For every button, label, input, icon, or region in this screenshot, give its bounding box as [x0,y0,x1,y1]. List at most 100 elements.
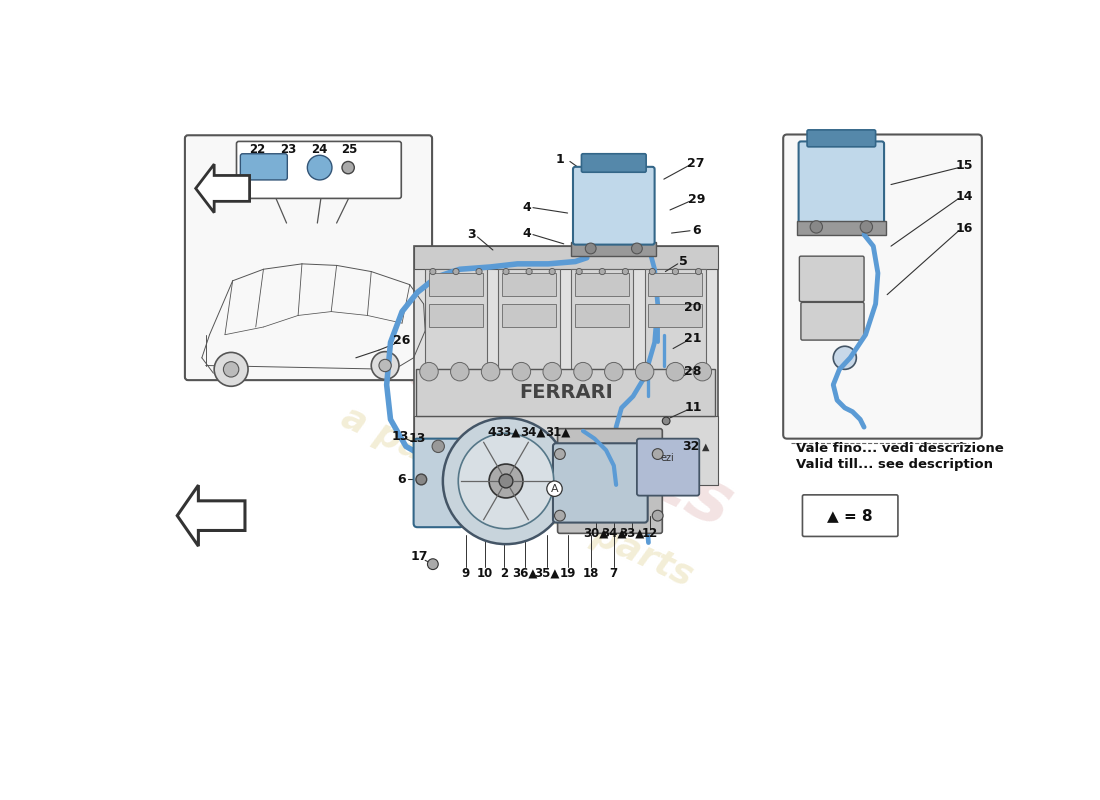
Bar [649,304,703,327]
Text: 15: 15 [956,158,972,172]
Text: 3: 3 [468,228,475,241]
FancyBboxPatch shape [414,438,464,527]
Bar [572,242,656,256]
Text: 5: 5 [679,255,688,268]
FancyBboxPatch shape [807,130,876,147]
Text: 22: 22 [250,143,265,157]
Text: 20: 20 [684,302,702,314]
Circle shape [547,481,562,496]
Polygon shape [177,485,245,546]
Polygon shape [196,164,250,213]
Text: ▲ = 8: ▲ = 8 [827,508,873,523]
Text: 9: 9 [462,567,470,580]
Text: Valid till... see description: Valid till... see description [796,458,993,470]
Circle shape [307,155,332,180]
Text: 11: 11 [684,402,702,414]
Text: 6: 6 [692,224,701,238]
Text: 4: 4 [487,426,496,439]
FancyBboxPatch shape [185,135,432,380]
FancyBboxPatch shape [573,167,654,245]
Circle shape [430,269,436,274]
Circle shape [499,474,513,488]
Circle shape [428,558,438,570]
Circle shape [490,464,522,498]
Text: Vale fino... vedi descrizione: Vale fino... vedi descrizione [796,442,1004,455]
Circle shape [695,269,702,274]
Text: 29: 29 [688,194,705,206]
Bar [575,273,629,296]
Bar [502,273,557,296]
Circle shape [693,362,712,381]
FancyBboxPatch shape [803,495,898,537]
Circle shape [451,362,469,381]
FancyBboxPatch shape [783,134,982,438]
Circle shape [549,269,556,274]
Circle shape [342,162,354,174]
Circle shape [432,440,444,453]
Text: 31▲: 31▲ [544,426,570,439]
Bar [498,270,560,370]
Circle shape [476,269,482,274]
Text: 32: 32 [682,440,700,453]
Text: 24: 24 [310,143,327,157]
Text: 23: 23 [280,143,296,157]
Bar [414,246,717,485]
Text: 21: 21 [684,332,702,345]
Circle shape [600,269,605,274]
Bar [798,221,886,234]
Text: 36▲: 36▲ [513,567,538,580]
FancyBboxPatch shape [553,443,648,522]
Bar [502,304,557,327]
Text: europarts: europarts [353,311,744,542]
Text: 16: 16 [956,222,972,235]
Circle shape [662,417,670,425]
Circle shape [482,362,499,381]
Circle shape [576,269,582,274]
Text: 17: 17 [410,550,428,563]
Circle shape [378,359,392,372]
Text: 4: 4 [522,201,531,214]
Circle shape [416,474,427,485]
FancyBboxPatch shape [801,302,865,340]
Circle shape [503,269,509,274]
Circle shape [623,269,628,274]
Bar [649,273,703,296]
Circle shape [453,269,459,274]
Text: 19: 19 [560,567,576,580]
Circle shape [513,362,530,381]
Circle shape [223,362,239,377]
Bar [645,270,706,370]
Text: 7: 7 [609,567,618,580]
Bar [429,304,483,327]
Circle shape [372,352,399,379]
FancyBboxPatch shape [236,142,402,198]
FancyBboxPatch shape [558,429,662,534]
Text: A: A [551,484,559,494]
Text: 14: 14 [956,190,972,202]
Text: 26: 26 [394,334,410,347]
Circle shape [420,362,438,381]
Circle shape [672,269,679,274]
Text: 28: 28 [684,365,702,378]
Circle shape [585,243,596,254]
Text: 34▲: 34▲ [520,426,546,439]
Text: 2: 2 [499,567,508,580]
Circle shape [214,353,249,386]
Text: 27: 27 [688,158,705,170]
Circle shape [543,362,561,381]
Text: 34▲: 34▲ [601,527,627,540]
Bar [425,270,487,370]
Text: 13: 13 [409,432,426,445]
Bar [429,273,483,296]
Bar [414,415,717,485]
Circle shape [667,362,684,381]
FancyBboxPatch shape [582,154,646,172]
Circle shape [554,449,565,459]
Circle shape [605,362,623,381]
Circle shape [649,269,656,274]
Text: FERRARI: FERRARI [519,383,613,402]
Text: 33▲: 33▲ [619,527,645,540]
Text: 18: 18 [583,567,598,580]
Bar [414,246,717,270]
Text: 1: 1 [556,153,564,166]
